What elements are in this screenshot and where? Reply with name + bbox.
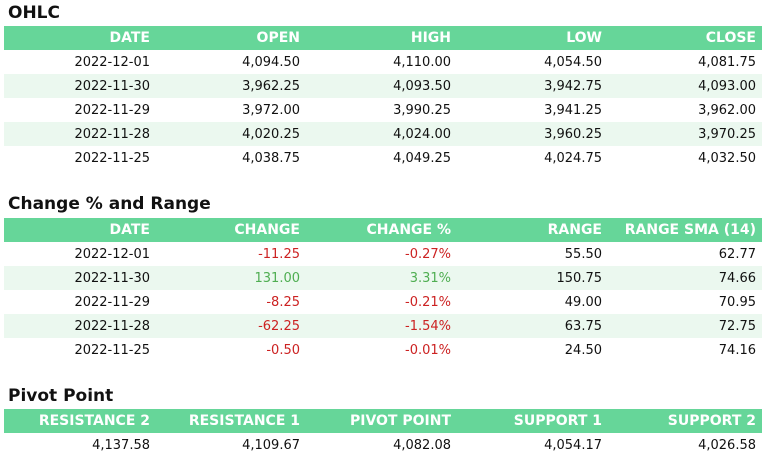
ohlc-cell-open: 3,972.00	[242, 102, 300, 118]
change-header-range: RANGE	[457, 218, 608, 242]
table-row: 2022-11-25 -0.50 -0.01% 24.50 74.16	[4, 338, 762, 362]
ohlc-cell-high: 4,024.00	[306, 122, 457, 146]
table-row: 2022-11-30 3,962.25 4,093.50 3,942.75 4,…	[4, 74, 762, 98]
pivot-title: Pivot Point	[8, 386, 114, 406]
change-header-change-pct: CHANGE %	[306, 218, 457, 242]
ohlc-header-row: DATE OPEN HIGH LOW CLOSE	[4, 26, 762, 50]
ohlc-title: OHLC	[8, 3, 60, 23]
table-row: 2022-11-28 4,020.25 4,024.00 3,960.25 3,…	[4, 122, 762, 146]
ohlc-cell-date: 2022-11-29	[74, 102, 150, 118]
ohlc-header-close: CLOSE	[608, 26, 762, 50]
ohlc-cell-high: 3,990.25	[393, 102, 451, 118]
ohlc-cell-low: 3,960.25	[457, 122, 608, 146]
change-cell-change-pct: -0.21%	[405, 294, 451, 310]
pivot-cell-support-2: 4,026.58	[698, 437, 756, 453]
ohlc-cell-close: 4,032.50	[698, 150, 756, 166]
ohlc-header-open: OPEN	[156, 26, 306, 50]
change-cell-date: 2022-11-25	[74, 342, 150, 358]
change-cell-range-sma: 70.95	[718, 294, 756, 310]
ohlc-table: DATE OPEN HIGH LOW CLOSE 2022-12-01 4,09…	[4, 26, 762, 170]
pivot-header-row: RESISTANCE 2 RESISTANCE 1 PIVOT POINT SU…	[4, 409, 762, 433]
pivot-cell-resistance-2: 4,137.58	[92, 437, 150, 453]
pivot-cell-pivot-point: 4,082.08	[393, 437, 451, 453]
change-cell-range: 49.00	[564, 294, 602, 310]
ohlc-cell-date: 2022-11-30	[4, 74, 156, 98]
change-range-title: Change % and Range	[8, 194, 211, 214]
change-cell-range: 63.75	[457, 314, 608, 338]
ohlc-header-date: DATE	[4, 26, 156, 50]
table-row: 2022-12-01 4,094.50 4,110.00 4,054.50 4,…	[4, 50, 762, 74]
ohlc-cell-high: 4,110.00	[393, 54, 451, 70]
ohlc-cell-date: 2022-11-25	[74, 150, 150, 166]
ohlc-cell-high: 4,049.25	[393, 150, 451, 166]
ohlc-cell-date: 2022-12-01	[74, 54, 150, 70]
ohlc-cell-low: 3,941.25	[544, 102, 602, 118]
change-cell-range-sma: 74.16	[718, 342, 756, 358]
ohlc-cell-close: 3,962.00	[698, 102, 756, 118]
change-cell-date: 2022-12-01	[74, 246, 150, 262]
pivot-header-resistance-1: RESISTANCE 1	[156, 409, 306, 433]
pivot-header-support-1: SUPPORT 1	[457, 409, 608, 433]
change-cell-range-sma: 74.66	[608, 266, 762, 290]
change-cell-range: 55.50	[564, 246, 602, 262]
table-row: 2022-11-25 4,038.75 4,049.25 4,024.75 4,…	[4, 146, 762, 170]
change-header-date: DATE	[4, 218, 156, 242]
change-cell-change: -0.50	[266, 342, 300, 358]
ohlc-cell-close: 4,093.00	[608, 74, 762, 98]
ohlc-cell-open: 4,020.25	[156, 122, 306, 146]
change-range-table: DATE CHANGE CHANGE % RANGE RANGE SMA (14…	[4, 218, 762, 362]
change-cell-range-sma: 62.77	[718, 246, 756, 262]
ohlc-cell-date: 2022-11-28	[4, 122, 156, 146]
change-cell-range: 150.75	[457, 266, 608, 290]
change-cell-change: -8.25	[266, 294, 300, 310]
ohlc-cell-open: 4,094.50	[242, 54, 300, 70]
change-cell-change-pct: -1.54%	[306, 314, 457, 338]
change-cell-change-pct: -0.01%	[405, 342, 451, 358]
change-cell-change: -11.25	[258, 246, 300, 262]
table-row: 4,137.58 4,109.67 4,082.08 4,054.17 4,02…	[4, 433, 762, 457]
change-cell-date: 2022-11-30	[4, 266, 156, 290]
table-row: 2022-11-29 3,972.00 3,990.25 3,941.25 3,…	[4, 98, 762, 122]
change-header-range-sma: RANGE SMA (14)	[608, 218, 762, 242]
change-header-row: DATE CHANGE CHANGE % RANGE RANGE SMA (14…	[4, 218, 762, 242]
pivot-header-support-2: SUPPORT 2	[608, 409, 762, 433]
change-cell-date: 2022-11-28	[4, 314, 156, 338]
ohlc-cell-open: 3,962.25	[156, 74, 306, 98]
table-row: 2022-11-30 131.00 3.31% 150.75 74.66	[4, 266, 762, 290]
change-cell-change-pct: 3.31%	[306, 266, 457, 290]
table-row: 2022-11-29 -8.25 -0.21% 49.00 70.95	[4, 290, 762, 314]
table-row: 2022-11-28 -62.25 -1.54% 63.75 72.75	[4, 314, 762, 338]
ohlc-cell-close: 3,970.25	[608, 122, 762, 146]
change-cell-range: 24.50	[564, 342, 602, 358]
ohlc-cell-low: 4,054.50	[544, 54, 602, 70]
ohlc-cell-high: 4,093.50	[306, 74, 457, 98]
pivot-header-pivot-point: PIVOT POINT	[306, 409, 457, 433]
pivot-cell-resistance-1: 4,109.67	[242, 437, 300, 453]
ohlc-cell-low: 4,024.75	[544, 150, 602, 166]
table-row: 2022-12-01 -11.25 -0.27% 55.50 62.77	[4, 242, 762, 266]
change-cell-change-pct: -0.27%	[405, 246, 451, 262]
ohlc-cell-close: 4,081.75	[698, 54, 756, 70]
change-cell-change: -62.25	[156, 314, 306, 338]
ohlc-cell-open: 4,038.75	[242, 150, 300, 166]
ohlc-cell-low: 3,942.75	[457, 74, 608, 98]
change-header-change: CHANGE	[156, 218, 306, 242]
pivot-table: RESISTANCE 2 RESISTANCE 1 PIVOT POINT SU…	[4, 409, 762, 457]
pivot-cell-support-1: 4,054.17	[544, 437, 602, 453]
pivot-header-resistance-2: RESISTANCE 2	[4, 409, 156, 433]
change-cell-change: 131.00	[156, 266, 306, 290]
ohlc-header-high: HIGH	[306, 26, 457, 50]
change-cell-range-sma: 72.75	[608, 314, 762, 338]
change-cell-date: 2022-11-29	[74, 294, 150, 310]
ohlc-header-low: LOW	[457, 26, 608, 50]
